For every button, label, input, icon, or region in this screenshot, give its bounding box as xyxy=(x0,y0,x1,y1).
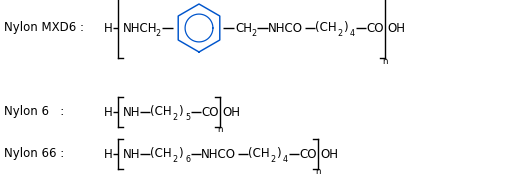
Text: 5: 5 xyxy=(185,113,190,122)
Text: NHCO: NHCO xyxy=(268,22,303,35)
Text: OH: OH xyxy=(387,22,405,35)
Text: n: n xyxy=(315,166,321,175)
Text: OH: OH xyxy=(222,105,240,118)
Text: Nylon 66 :: Nylon 66 : xyxy=(4,147,64,161)
Text: n: n xyxy=(217,124,223,133)
Text: H: H xyxy=(104,22,113,35)
Text: 6: 6 xyxy=(185,155,190,164)
Text: 4: 4 xyxy=(350,29,355,38)
Text: 2: 2 xyxy=(172,113,177,122)
Text: ): ) xyxy=(178,105,183,118)
Text: Nylon MXD6 :: Nylon MXD6 : xyxy=(4,22,84,35)
Text: 2: 2 xyxy=(337,29,342,38)
Text: 2: 2 xyxy=(251,29,256,38)
Text: n: n xyxy=(382,56,388,65)
Text: (CH: (CH xyxy=(315,22,337,35)
Text: (CH: (CH xyxy=(150,147,172,161)
Text: CH: CH xyxy=(235,22,252,35)
Text: NHCH: NHCH xyxy=(123,22,157,35)
Text: ): ) xyxy=(178,147,183,161)
Text: (CH: (CH xyxy=(248,147,270,161)
Text: ): ) xyxy=(343,22,348,35)
Text: NH: NH xyxy=(123,147,141,161)
Text: NHCO: NHCO xyxy=(201,147,236,161)
Text: H: H xyxy=(104,105,113,118)
Text: Nylon 6   :: Nylon 6 : xyxy=(4,105,64,118)
Text: 2: 2 xyxy=(155,29,160,38)
Text: 2: 2 xyxy=(172,155,177,164)
Text: (CH: (CH xyxy=(150,105,172,118)
Text: CO: CO xyxy=(366,22,384,35)
Text: CO: CO xyxy=(201,105,218,118)
Text: 4: 4 xyxy=(283,155,288,164)
Text: ): ) xyxy=(276,147,281,161)
Text: CO: CO xyxy=(299,147,317,161)
Text: 2: 2 xyxy=(270,155,275,164)
Text: OH: OH xyxy=(320,147,338,161)
Text: H: H xyxy=(104,147,113,161)
Text: NH: NH xyxy=(123,105,141,118)
